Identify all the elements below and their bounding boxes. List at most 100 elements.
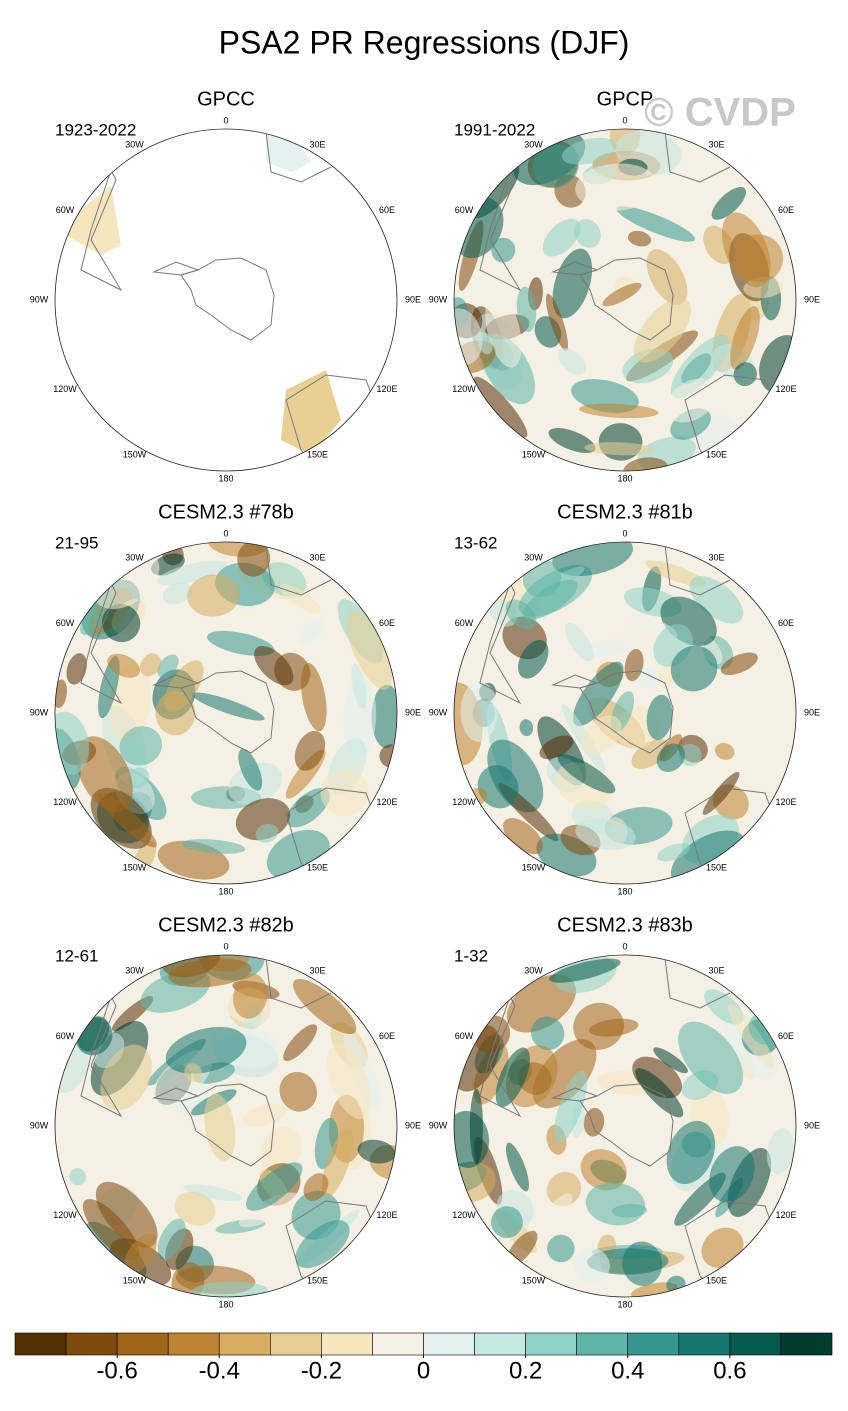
africa-outline — [664, 131, 731, 183]
field-blob — [714, 742, 735, 760]
field-blob — [157, 654, 179, 678]
field-blob — [505, 1142, 529, 1192]
map-field — [55, 542, 397, 884]
peninsula-outline — [152, 261, 200, 276]
field-blob — [531, 1016, 565, 1051]
field-blob — [584, 442, 653, 456]
colorbar-box — [270, 1332, 322, 1356]
field-blob — [477, 331, 493, 355]
field-blob — [168, 958, 252, 988]
longitude-label: 90E — [405, 707, 421, 717]
longitude-label: 60E — [778, 618, 794, 628]
longitude-label: 90W — [429, 1120, 448, 1130]
field-blob — [552, 248, 593, 319]
south-america-outline — [479, 168, 522, 292]
field-blob — [572, 661, 624, 727]
longitude-label: 60W — [56, 1031, 75, 1041]
south-america-outline — [80, 994, 123, 1118]
colorbar-label: -0.6 — [96, 1357, 137, 1384]
colorbar-label: 0.2 — [509, 1357, 542, 1384]
longitude-label: 150E — [307, 862, 328, 872]
field-blob — [191, 692, 265, 721]
field-blob — [506, 974, 577, 1033]
field-blob — [321, 1129, 354, 1198]
colorbar-label: -0.4 — [199, 1357, 240, 1384]
africa-outline — [265, 957, 332, 1009]
field-blob — [556, 321, 598, 366]
map-field — [454, 129, 796, 471]
field-blob — [627, 230, 652, 247]
field-blob — [162, 582, 192, 605]
field-blob — [66, 653, 87, 685]
field-blob — [666, 1120, 716, 1185]
field-blob — [294, 730, 326, 771]
peninsula-outline — [551, 674, 599, 689]
longitude-label: 120W — [53, 384, 77, 394]
field-blob — [721, 212, 771, 288]
panel-subtitle: 1923-2022 — [55, 120, 136, 139]
colorbar-box — [218, 1332, 271, 1356]
colorbar-label: 0 — [417, 1357, 430, 1384]
south-america-outline — [479, 994, 522, 1118]
field-blob — [711, 187, 747, 220]
colorbar-box — [780, 1332, 833, 1356]
field-blob — [295, 1220, 350, 1269]
longitude-label: 60W — [56, 205, 75, 215]
longitude-label: 120E — [377, 384, 398, 394]
field-blob — [357, 1139, 396, 1164]
field-blob — [460, 681, 498, 742]
longitude-label: 30W — [524, 139, 543, 149]
field-blob — [670, 645, 718, 692]
field-blob — [730, 306, 760, 370]
longitude-label: 120W — [53, 1210, 77, 1220]
field-blob — [187, 574, 240, 617]
field-blob — [653, 1047, 688, 1074]
longitude-label: 0 — [622, 528, 627, 538]
longitude-label: 60E — [778, 1031, 794, 1041]
colorbar-label: 0.4 — [611, 1357, 644, 1384]
field-blob — [720, 652, 758, 676]
field-blob — [327, 1043, 371, 1119]
field-blob — [665, 378, 718, 423]
field-blob — [119, 726, 163, 766]
field-blob — [573, 1002, 625, 1050]
field-blob — [283, 1024, 318, 1062]
longitude-label: 180 — [218, 1299, 233, 1309]
field-blob — [233, 973, 268, 1019]
panel-subtitle: 1-32 — [454, 946, 488, 965]
longitude-label: 30W — [524, 965, 543, 975]
longitude-label: 180 — [617, 886, 632, 896]
longitude-label: 90W — [30, 707, 49, 717]
africa-outline — [664, 544, 731, 596]
field-blob — [728, 1004, 775, 1069]
longitude-label: 30E — [708, 139, 724, 149]
field-blob — [656, 743, 685, 773]
colorbar-box — [372, 1332, 424, 1356]
field-blob — [165, 1026, 247, 1074]
panel-subtitle: 1991-2022 — [454, 120, 535, 139]
field-blob — [469, 1088, 483, 1165]
field-blob — [107, 653, 141, 678]
longitude-label: 150E — [307, 1275, 328, 1285]
colorbar-box — [321, 1332, 373, 1356]
field-blob — [109, 662, 151, 742]
field-blob — [491, 1206, 523, 1239]
map-border — [54, 954, 398, 1298]
field-blob — [98, 792, 157, 848]
longitude-label: 0 — [622, 115, 627, 125]
panel-title: CESM2.3 #82b — [158, 914, 294, 936]
field-blob — [95, 1181, 158, 1248]
longitude-label: 150W — [522, 1275, 546, 1285]
longitude-label: 30W — [125, 139, 144, 149]
field-blob — [564, 622, 594, 662]
colorbar-box — [14, 1332, 67, 1356]
watermark: © CVDP — [644, 91, 796, 135]
field-blob — [454, 308, 483, 365]
peninsula-outline — [551, 261, 599, 276]
peninsula-outline — [152, 1087, 200, 1102]
longitude-label: 150W — [123, 862, 147, 872]
longitude-label: 30E — [309, 965, 325, 975]
field-blob — [549, 958, 621, 983]
field-blob — [155, 691, 196, 736]
colorbar-box — [116, 1332, 169, 1356]
